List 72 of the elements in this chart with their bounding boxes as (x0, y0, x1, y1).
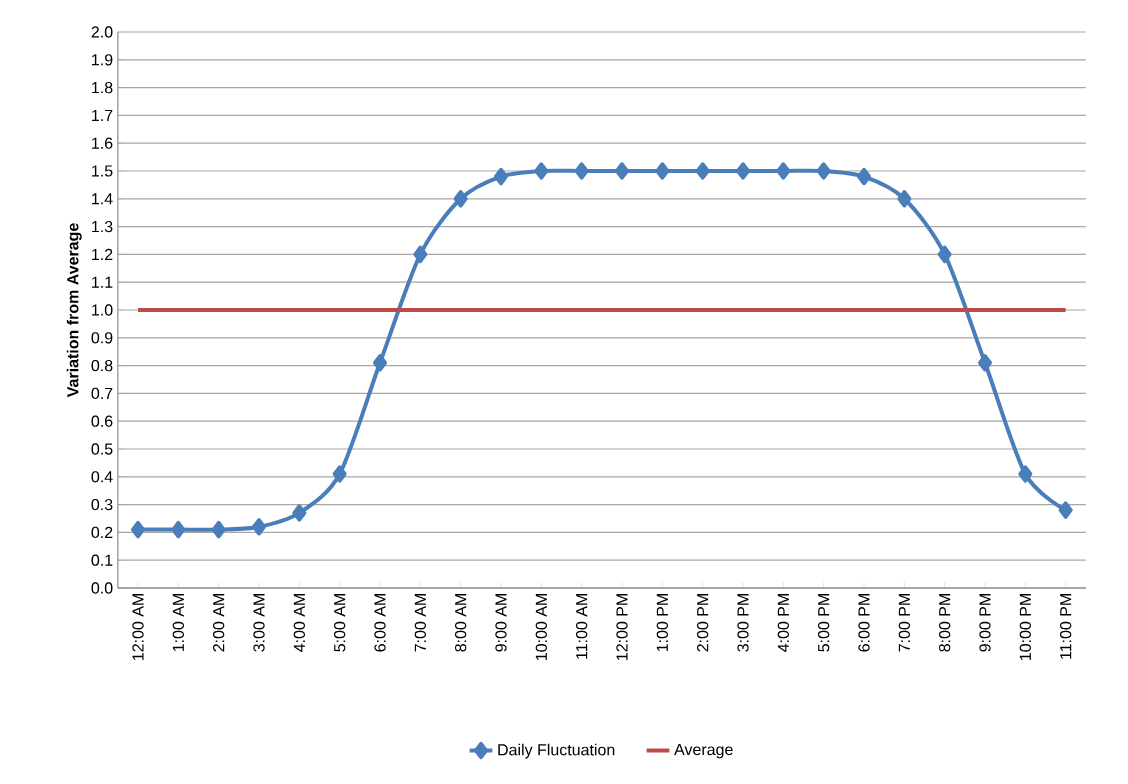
point (211, 520, 226, 539)
point (857, 167, 871, 186)
point (252, 518, 267, 536)
y-tick-label: 1.3 (92, 220, 113, 233)
point (695, 162, 710, 180)
y-tick-label: 1.2 (92, 248, 113, 260)
x-tick-label: 10:00 PM (1019, 594, 1031, 660)
point (978, 354, 992, 372)
x-tick-label: 7:00 PM (898, 594, 910, 652)
x-tick-label: 10:00 AM (535, 594, 547, 660)
y-tick-label: 0.3 (91, 498, 113, 511)
x-tick-label: 6:00 AM (374, 594, 386, 652)
point (1018, 465, 1033, 483)
point (937, 245, 952, 264)
y-tick-label: 2.0 (91, 26, 113, 38)
legend-label: Daily Fluctuation (498, 743, 615, 759)
x-tick-label: 11:00 PM (1060, 594, 1072, 659)
point (373, 354, 387, 372)
point (494, 167, 509, 186)
x-tick-label: 1:00 AM (172, 594, 184, 652)
point (171, 520, 186, 539)
y-tick-label: 1.8 (92, 81, 113, 94)
x-tick-label: 6:00 PM (858, 594, 870, 652)
y-axis-title: Variation from Average (66, 223, 82, 398)
y-tick-label: 0.6 (91, 415, 113, 427)
x-tick-label: 5:00 PM (818, 594, 830, 652)
point (776, 162, 791, 180)
point (1058, 501, 1073, 519)
y-tick-label: 0.8 (91, 359, 113, 372)
x-tick-label: 4:00 PM (777, 594, 789, 652)
x-tick-label: 9:00 PM (979, 594, 991, 652)
y-tick-label: 0.9 (91, 332, 113, 344)
point (292, 504, 307, 522)
point (574, 162, 589, 180)
y-tick-label: 1.7 (92, 109, 113, 121)
y-tick-label: 0.7 (91, 387, 113, 400)
x-tick-label: 1:00 PM (656, 594, 668, 652)
x-tick-label: 3:00 AM (253, 594, 265, 652)
x-tick-label: 9:00 AM (495, 594, 507, 652)
y-tick-label: 1.1 (92, 276, 113, 288)
point (655, 162, 670, 180)
y-tick-label: 1.0 (92, 304, 113, 316)
point (897, 190, 912, 208)
x-tick-label: 5:00 AM (334, 594, 346, 652)
y-tick-label: 0.0 (91, 582, 113, 594)
point (534, 162, 549, 180)
point (736, 162, 750, 180)
y-tick-label: 1.5 (92, 165, 113, 177)
y-tick-label: 0.1 (91, 554, 113, 566)
x-tick-label: 4:00 AM (293, 594, 305, 652)
x-tick-label: 7:00 AM (414, 594, 426, 652)
point (615, 162, 629, 180)
x-tick-label: 2:00 PM (697, 594, 709, 652)
y-tick-label: 1.4 (92, 193, 113, 205)
y-tick-label: 1.6 (92, 137, 113, 149)
x-tick-label: 3:00 PM (737, 594, 749, 652)
x-tick-label: 8:00 AM (455, 594, 467, 652)
x-tick-label: 2:00 AM (213, 594, 225, 652)
x-tick-label: 12:00 PM (616, 594, 628, 660)
point (131, 520, 146, 539)
point (453, 190, 468, 208)
point (332, 465, 347, 483)
x-tick-label: 8:00 PM (939, 594, 951, 652)
point (816, 162, 831, 180)
y-tick-label: 0.5 (91, 443, 113, 455)
y-tick-label: 1.9 (92, 54, 113, 66)
y-tick-label: 0.4 (91, 471, 113, 483)
legend-label: Average (674, 744, 733, 759)
point (413, 245, 428, 264)
x-tick-label: 12:00 AM (132, 594, 144, 660)
y-tick-label: 0.2 (91, 526, 113, 539)
x-tick-label: 11:00 AM (576, 594, 588, 659)
